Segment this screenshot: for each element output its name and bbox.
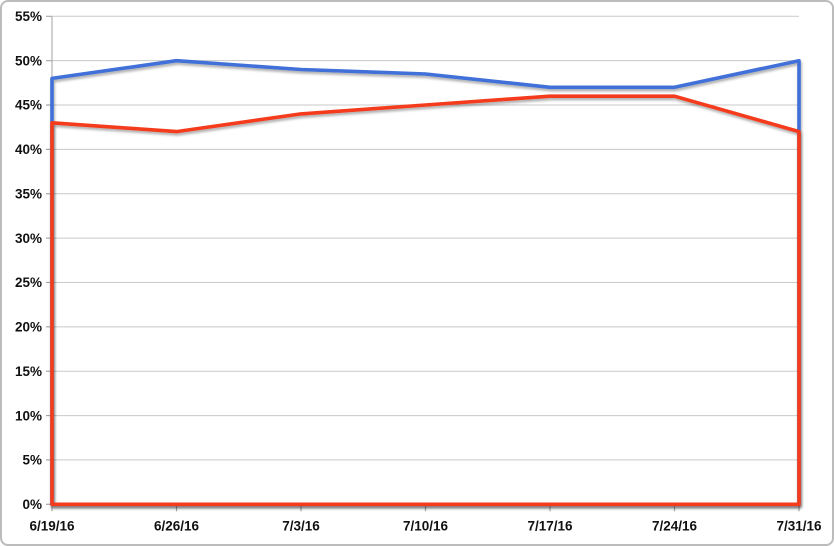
x-axis-label: 7/3/16: [282, 518, 320, 533]
y-axis-label: 5%: [22, 453, 42, 468]
y-axis-label: 30%: [15, 231, 42, 246]
y-axis-label: 10%: [15, 408, 42, 423]
x-axis-label: 7/17/16: [527, 518, 573, 533]
series-red-line: [50, 94, 801, 507]
y-axis-label: 45%: [15, 98, 42, 113]
x-axis-label: 7/31/16: [776, 518, 822, 533]
y-axis-label: 15%: [15, 364, 42, 379]
axis-layer: [46, 15, 800, 512]
x-axis-label: 7/24/16: [652, 518, 698, 533]
y-axis-label: 50%: [15, 53, 42, 68]
y-axis-label: 40%: [15, 142, 42, 157]
label-layer: 0% 5% 10% 15% 20% 25% 30% 35% 40% 45% 50% 55% 6/19/1…: [15, 9, 822, 533]
y-axis-label: 55%: [15, 9, 42, 24]
x-axis-label: 6/26/16: [154, 518, 200, 533]
y-axis-label: 35%: [15, 186, 42, 201]
y-axis-label: 25%: [15, 275, 42, 290]
y-axis-label: 0%: [22, 497, 42, 512]
x-axis-label: 6/19/16: [29, 518, 75, 533]
x-axis-label: 7/10/16: [403, 518, 449, 533]
grid-layer: [52, 15, 799, 505]
y-axis-label: 20%: [15, 320, 42, 335]
series-layer: [50, 58, 801, 507]
